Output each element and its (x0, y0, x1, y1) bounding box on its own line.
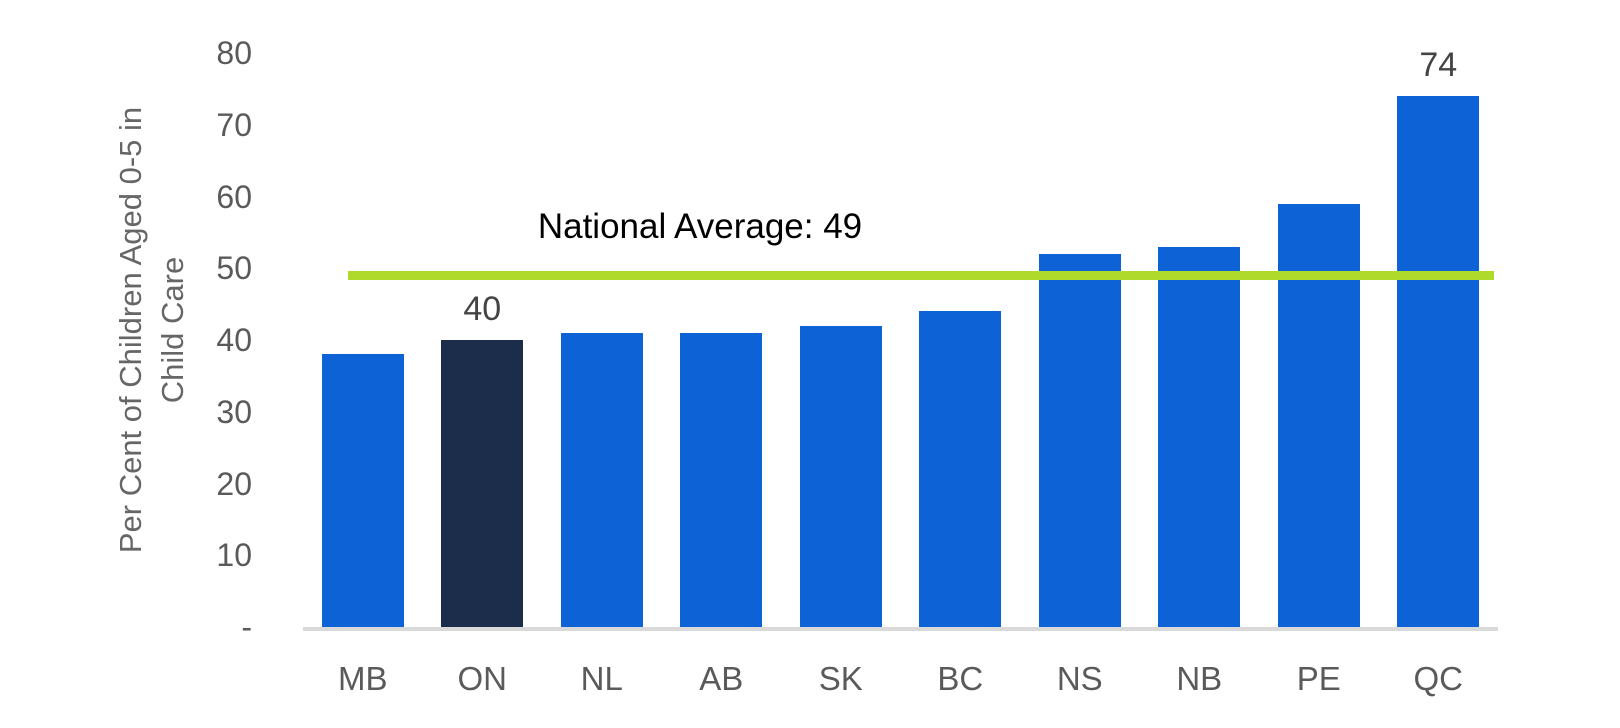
x-axis-label-ns: NS (1056, 660, 1103, 697)
bar-ns[interactable] (1038, 253, 1121, 627)
bar-sk[interactable] (799, 325, 882, 627)
bar-on[interactable] (441, 340, 524, 627)
x-axis-label-nb: NB (1176, 660, 1223, 697)
x-axis-label-on: ON (457, 660, 508, 697)
x-axis-line (303, 627, 1498, 631)
y-axis-tick-30: 30 (216, 393, 252, 430)
y-axis-tick-60: 60 (216, 178, 252, 215)
x-axis-label-mb: MB (338, 660, 388, 697)
y-axis-tick-0: - (241, 609, 252, 645)
data-label-qc: 74 (1419, 46, 1458, 85)
national-average-line (348, 270, 1494, 280)
bar-nb[interactable] (1158, 246, 1241, 627)
y-axis-tick-50: 50 (216, 250, 252, 287)
y-axis-tick-20: 20 (216, 465, 252, 502)
bar-bc[interactable] (919, 311, 1002, 627)
bar-ab[interactable] (680, 332, 763, 627)
y-axis-tick-10: 10 (216, 537, 252, 574)
y-axis-tick-70: 70 (216, 106, 252, 143)
x-axis-label-nl: NL (580, 660, 623, 697)
y-axis-tick-40: 40 (216, 322, 252, 358)
x-axis-label-qc: QC (1413, 660, 1464, 697)
national-average-label: National Average: 49 (537, 207, 863, 247)
x-axis-label-pe: PE (1296, 660, 1341, 697)
x-axis-label-ab: AB (699, 660, 744, 697)
bar-qc[interactable] (1397, 96, 1480, 627)
bar-nl[interactable] (560, 332, 643, 627)
x-axis-label-sk: SK (818, 660, 863, 697)
bar-pe[interactable] (1277, 203, 1360, 627)
y-axis-tick-80: 80 (216, 35, 252, 71)
bar-mb[interactable] (321, 354, 404, 627)
data-label-on: 40 (463, 290, 502, 328)
x-axis-label-bc: BC (937, 660, 984, 697)
x-axis-labels: MB ON NL AB SK BC NS NB PE QC (303, 660, 1498, 700)
y-axis: 80 70 60 50 40 30 20 10 - (0, 35, 252, 645)
plot-area: National Average: 49 40 74 (303, 46, 1498, 631)
